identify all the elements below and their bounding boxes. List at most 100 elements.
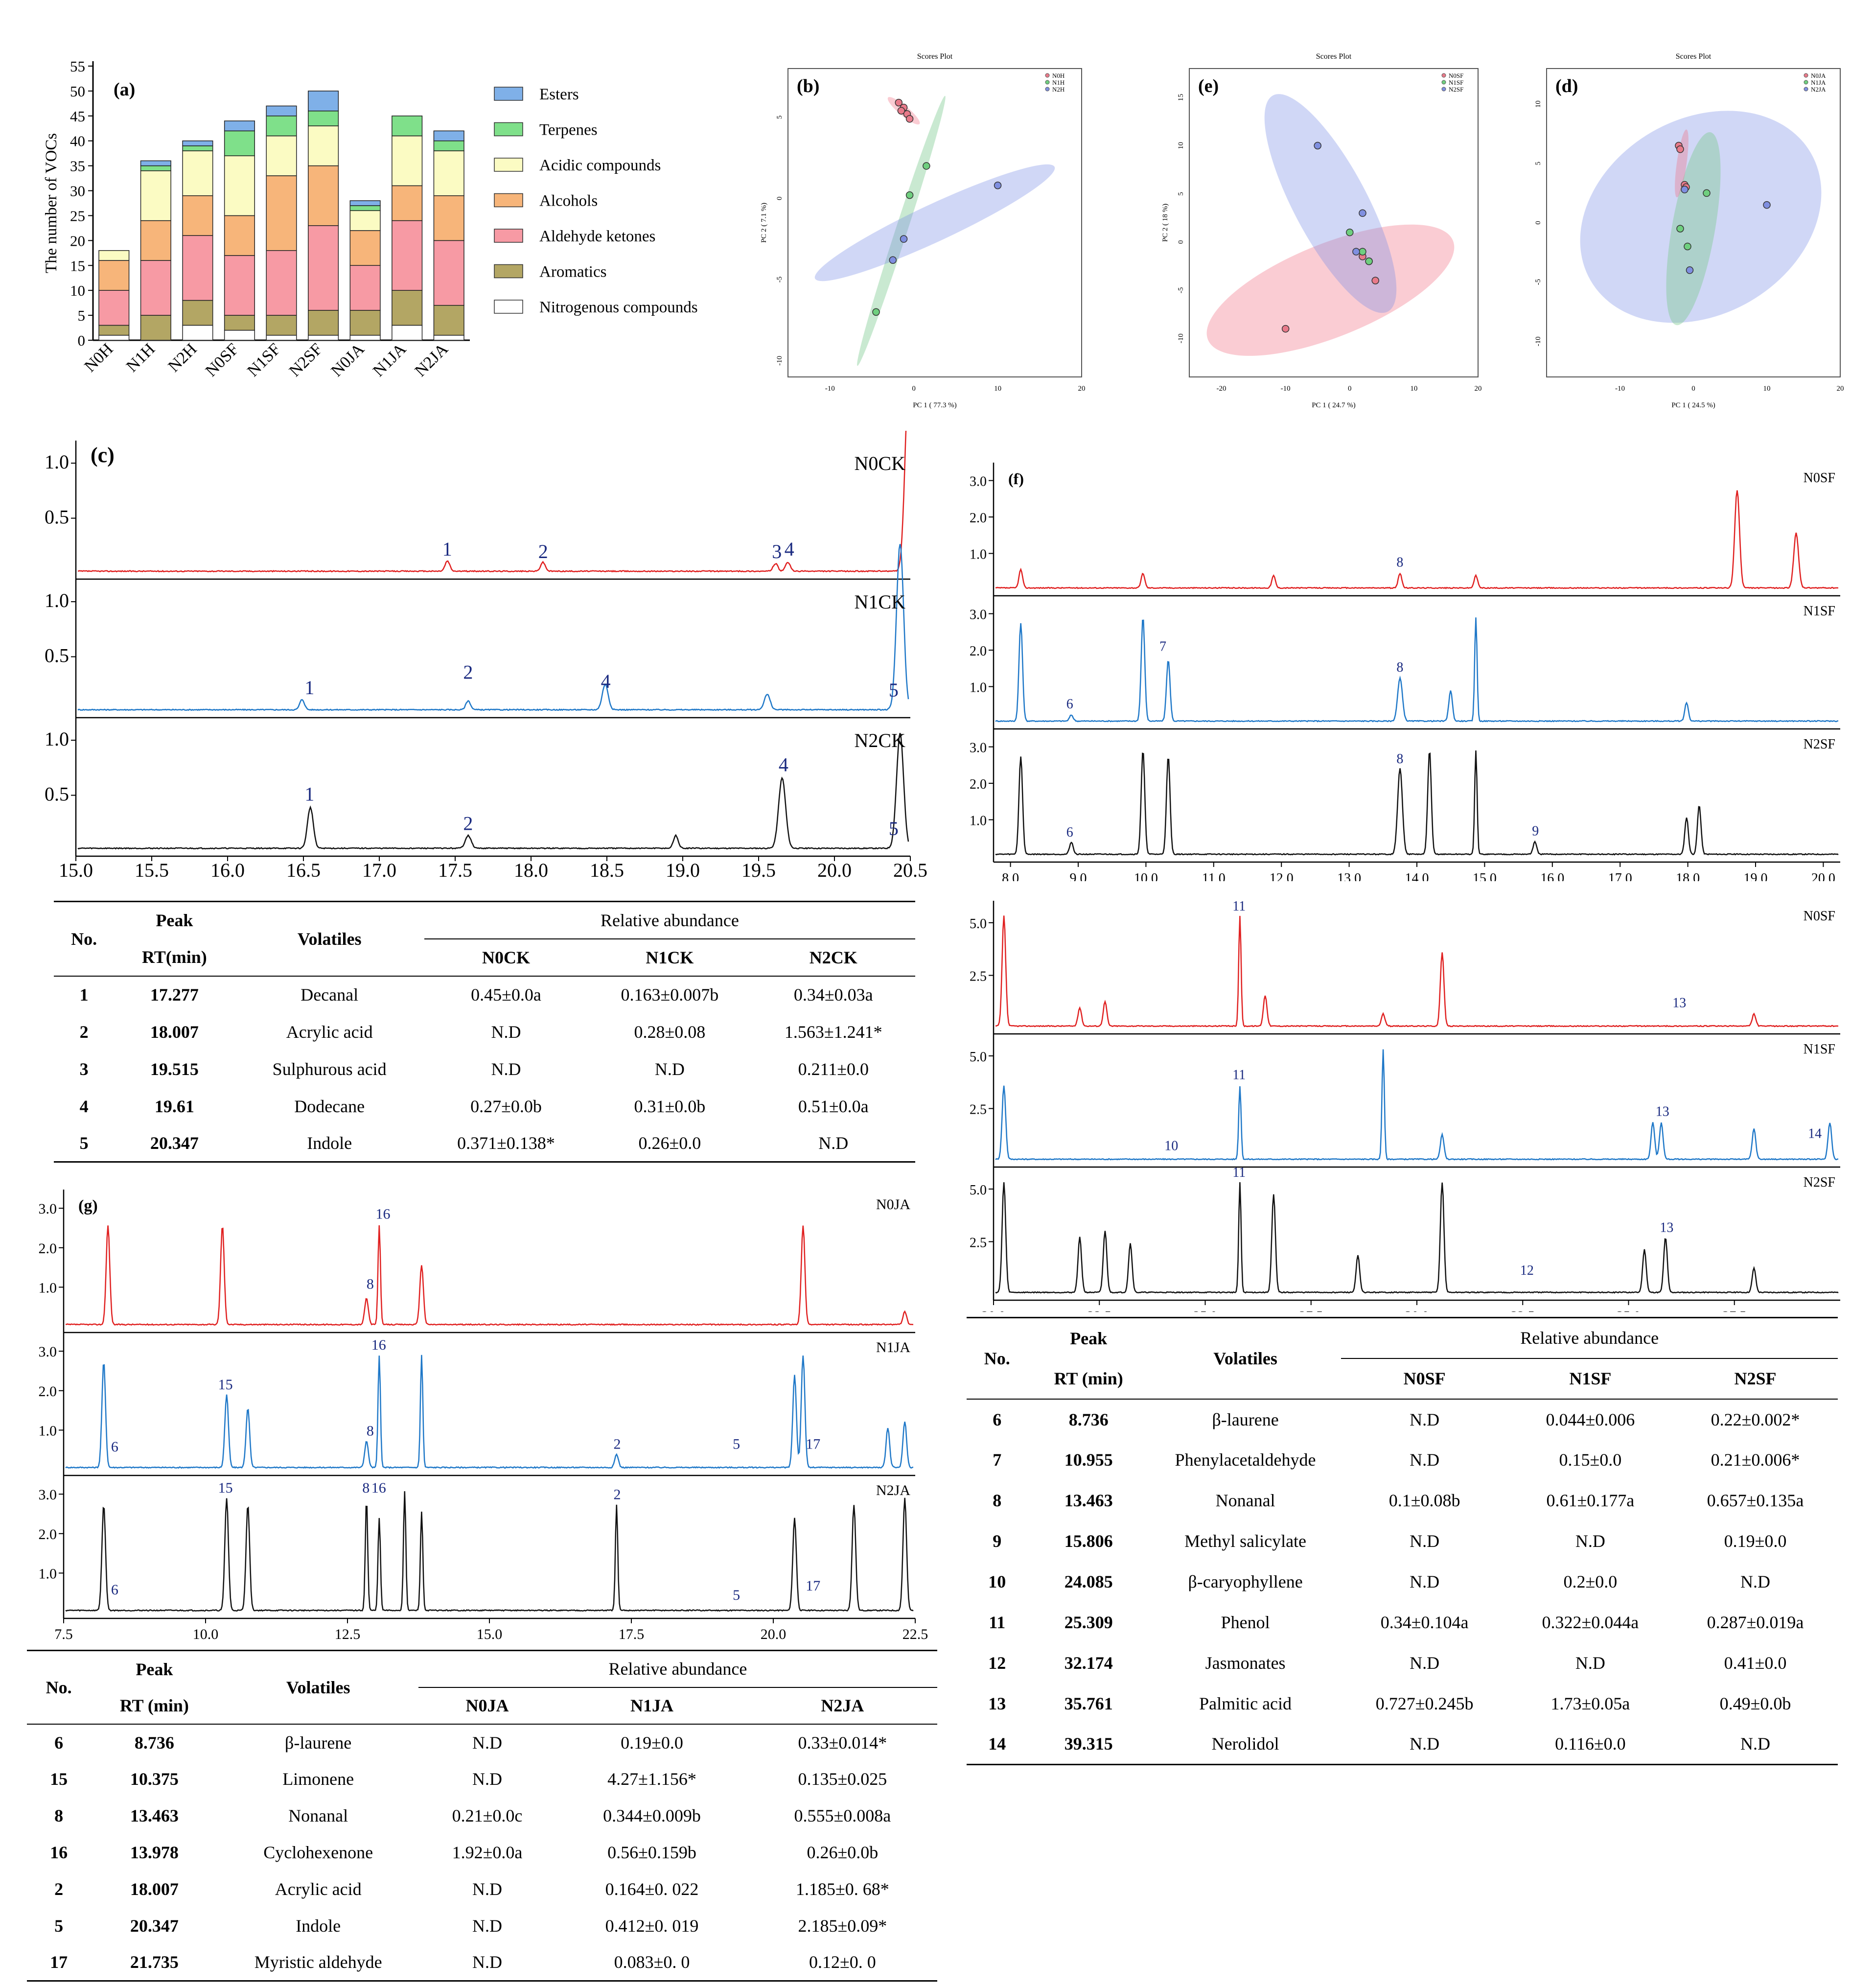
bar-segment: [266, 250, 297, 316]
legend-label: Esters: [539, 86, 579, 103]
chromatogram-trace: [995, 750, 1839, 856]
table-col-header: N0SF: [1403, 1369, 1446, 1388]
peak-number: 11: [1232, 1068, 1246, 1083]
table-cell: 0.21±0.006*: [1711, 1450, 1800, 1470]
trace-label: N0CK: [855, 452, 906, 474]
peak-number: 15: [218, 1480, 233, 1496]
table-cell: 8: [54, 1806, 64, 1825]
y-tick-label: 25: [70, 207, 85, 224]
peak-number: 12: [1520, 1263, 1534, 1278]
trace-label: N0SF: [1804, 470, 1835, 486]
x-tick-label: 0: [1348, 385, 1352, 393]
peak-number: 5: [733, 1436, 740, 1452]
table-row: 8 13.463 Nonanal 0.1±0.08b 0.61±0.177a 0.657±…: [967, 1480, 1838, 1521]
table-cell: Palmitic acid: [1199, 1694, 1292, 1713]
plot-frame: [787, 68, 1082, 377]
x-tick-label: 10.0: [193, 1626, 219, 1642]
table-cell: 1: [79, 985, 89, 1005]
peak-number: 4: [785, 538, 794, 560]
table-cell: 12: [988, 1653, 1006, 1673]
peak-number: 16: [371, 1480, 386, 1496]
table-cell: Nonanal: [1215, 1491, 1275, 1510]
legend-label: N2JA: [1811, 86, 1826, 93]
y-tick-label: 15: [1177, 94, 1185, 101]
y-tick-label: 1.0: [39, 1423, 57, 1439]
y-tick-label: 5.0: [970, 1183, 987, 1198]
bar-segment: [392, 116, 423, 137]
table-cell: 0.19±0.0: [621, 1732, 683, 1753]
table-header-volatiles: Volatiles: [297, 929, 362, 949]
legend-marker: [1441, 73, 1446, 78]
x-tick-label: 19.0: [1744, 871, 1768, 881]
table-cell: 18.007: [150, 1022, 199, 1042]
stacked-bar-chart: 0 5 10 15 20 25 30 35 40 45 50 55 The number of VOCs…: [43, 58, 698, 380]
legend-label: N1SF: [1449, 79, 1463, 86]
bar-segment: [224, 130, 255, 157]
table-cell: 13.978: [130, 1843, 179, 1862]
peak-number: 2: [538, 540, 548, 562]
x-tick-label: N0SF: [202, 340, 242, 380]
table-cell: 15: [50, 1769, 68, 1789]
x-tick-label: 22.5: [1087, 1309, 1111, 1312]
panel-label: (f): [1008, 470, 1024, 488]
x-tick-label: N0JA: [328, 340, 369, 380]
legend-marker: [1441, 87, 1446, 92]
table-cell: 8: [993, 1491, 1002, 1510]
table-cell: 0.163±0.007b: [621, 985, 719, 1005]
table-cell: 2.185±0.09*: [798, 1916, 887, 1936]
table-cell: Myristic aldehyde: [254, 1952, 382, 1972]
x-tick-label: -10: [1615, 385, 1625, 393]
x-tick-label: 17.0: [362, 859, 396, 881]
table-cell: Methyl salicylate: [1184, 1531, 1307, 1551]
score-point: [1281, 325, 1290, 333]
bar-segment: [308, 225, 339, 311]
table-header-rt: RT (min): [1054, 1368, 1123, 1388]
peak-number: 16: [376, 1206, 391, 1222]
bar-segment: [266, 105, 297, 117]
legend-label: N0H: [1052, 72, 1064, 79]
panel-label: (e): [1198, 76, 1219, 96]
y-tick-label: 10: [70, 282, 85, 299]
y-tick-label: 40: [70, 133, 85, 150]
confidence-ellipse: [1675, 129, 1689, 198]
y-tick-label: 1.0: [45, 728, 69, 750]
x-tick-label: 20.0: [982, 1309, 1006, 1312]
legend-label: Nitrogenous compounds: [539, 299, 698, 316]
table-cell: 0.26±0.0: [638, 1133, 701, 1153]
table-cell: 0.34±0.104a: [1380, 1613, 1469, 1632]
y-tick-label: 3.0: [39, 1201, 57, 1217]
x-tick-label: 17.5: [438, 859, 472, 881]
trace-label: N1SF: [1804, 604, 1835, 619]
table-header-no: No.: [984, 1348, 1010, 1368]
table-cell: 0.371±0.138*: [457, 1133, 555, 1153]
peak-number: 16: [371, 1337, 386, 1353]
y-tick-label: 50: [70, 83, 85, 100]
score-point: [1359, 209, 1366, 217]
bar-segment: [182, 150, 213, 196]
table-cell: Limonene: [282, 1769, 354, 1789]
y-tick-label: 3.0: [970, 741, 987, 756]
table-cell: 0.344±0.009b: [603, 1806, 701, 1825]
table-row: 12 32.174 Jasmonates N.D N.D 0.41±0.0: [967, 1643, 1838, 1684]
table-cell: 10: [988, 1572, 1006, 1591]
trace-label: N0SF: [1804, 909, 1835, 924]
peak-number: 8: [1396, 751, 1403, 767]
y-tick-label: 0: [1534, 221, 1542, 225]
y-tick-label: 5: [1177, 192, 1185, 196]
bar-segment: [224, 329, 255, 341]
y-tick-label: 35: [70, 158, 85, 175]
bar-segment: [433, 240, 464, 306]
legend-swatch: [494, 122, 523, 137]
bar-segment: [392, 325, 423, 341]
table-cell: 3: [79, 1059, 89, 1079]
table-cell: 13: [988, 1694, 1006, 1713]
bar-segment: [140, 170, 171, 221]
table-cell: 0.31±0.0b: [634, 1096, 706, 1116]
y-tick-label: -10: [1177, 333, 1185, 343]
table-cell: 0.164±0. 022: [605, 1879, 699, 1899]
x-tick-label: 20.0: [761, 1626, 787, 1642]
table-cell: N.D: [1575, 1653, 1605, 1673]
table-cell: Nerolidol: [1211, 1734, 1279, 1754]
bar-segment: [392, 220, 423, 291]
y-tick-label: 2.0: [970, 511, 987, 526]
